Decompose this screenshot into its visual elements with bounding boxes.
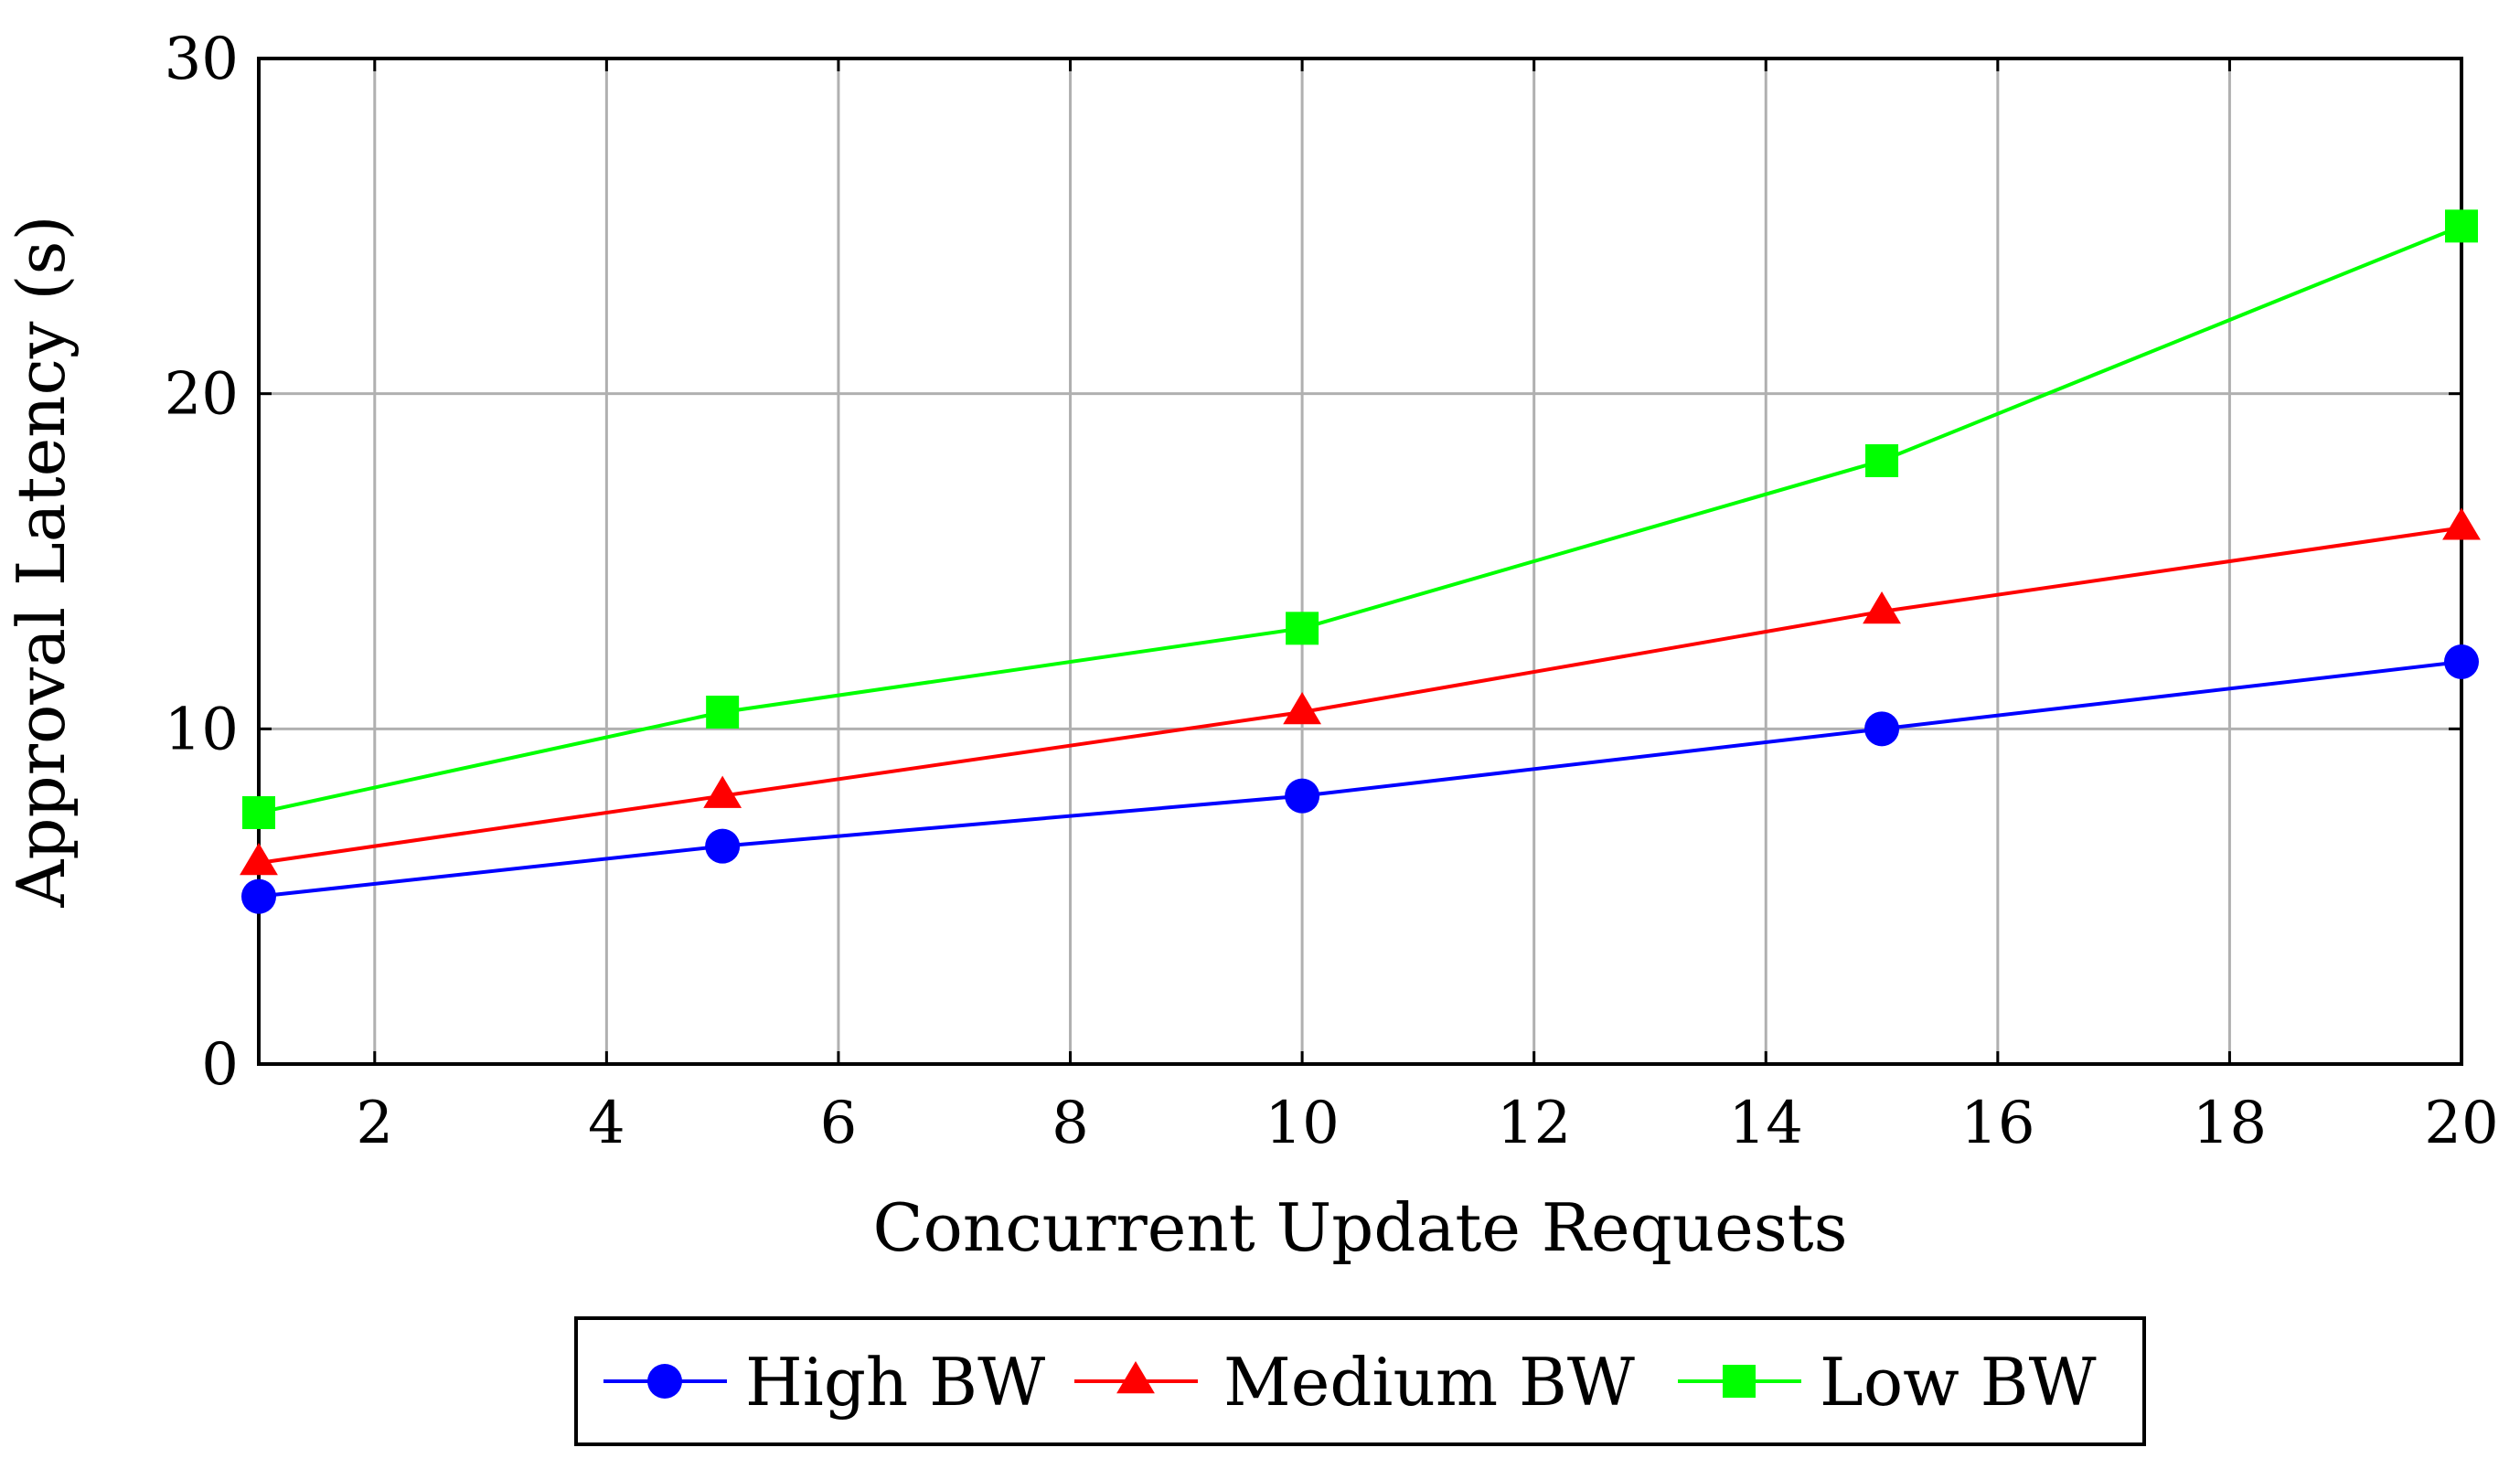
data-point <box>1865 444 1899 477</box>
data-point <box>1286 612 1319 645</box>
x-tick-label: 6 <box>820 1090 858 1157</box>
legend-label: Low BW <box>1820 1344 2097 1421</box>
data-point <box>242 796 275 829</box>
series-line <box>258 224 2462 814</box>
data-point <box>703 775 742 808</box>
data-point <box>1285 778 1320 814</box>
data-point <box>1283 692 1322 725</box>
x-tick-label: 10 <box>1265 1090 1339 1157</box>
legend-entry: Low BW <box>1678 1344 2097 1421</box>
legend-entry: High BW <box>603 1344 1045 1421</box>
data-point <box>2445 209 2478 243</box>
x-tick-label: 8 <box>1052 1090 1089 1157</box>
series-line <box>258 526 2462 865</box>
data-point <box>1864 711 1900 747</box>
data-point <box>705 828 741 864</box>
y-tick-label: 0 <box>201 1031 239 1099</box>
axis-ticks: 2 4 6 8 10 12 14 16 18 20 0 10 20 30 <box>165 26 2499 1157</box>
x-tick-label: 16 <box>1960 1090 2034 1157</box>
series-circle <box>241 644 2479 914</box>
x-tick-label: 4 <box>588 1090 625 1157</box>
series-square <box>242 209 2478 829</box>
y-tick-label: 20 <box>165 361 239 429</box>
y-tick-label: 30 <box>165 26 239 93</box>
legend: High BW Medium BW Low BW <box>574 1316 2146 1446</box>
data-point <box>241 878 276 914</box>
x-tick-label: 20 <box>2424 1090 2498 1157</box>
plot-frame <box>257 57 2463 1066</box>
legend-marker <box>647 1364 682 1399</box>
x-tick-label: 12 <box>1497 1090 1571 1157</box>
data-point <box>1863 591 1901 624</box>
x-axis-label: Concurrent Update Requests <box>872 1189 1847 1266</box>
grid <box>259 57 2463 1066</box>
series-line <box>258 660 2462 899</box>
data-point <box>240 843 278 876</box>
data-point <box>706 696 740 729</box>
legend-box <box>574 1316 2146 1446</box>
series-layer <box>240 209 2481 914</box>
y-axis-label: Approval Latency (s) <box>3 215 80 908</box>
series-triangle <box>240 507 2481 876</box>
data-point <box>2442 507 2481 540</box>
x-tick-label: 18 <box>2193 1090 2267 1157</box>
legend-entry: Medium BW <box>1074 1344 1635 1421</box>
legend-marker <box>1116 1361 1155 1394</box>
data-point <box>2444 644 2479 679</box>
x-tick-label: 2 <box>356 1090 393 1157</box>
legend-label: High BW <box>745 1344 1045 1421</box>
legend-label: Medium BW <box>1223 1344 1635 1421</box>
legend-marker <box>1723 1365 1756 1398</box>
x-tick-label: 14 <box>1729 1090 1803 1157</box>
y-tick-label: 10 <box>165 696 239 763</box>
